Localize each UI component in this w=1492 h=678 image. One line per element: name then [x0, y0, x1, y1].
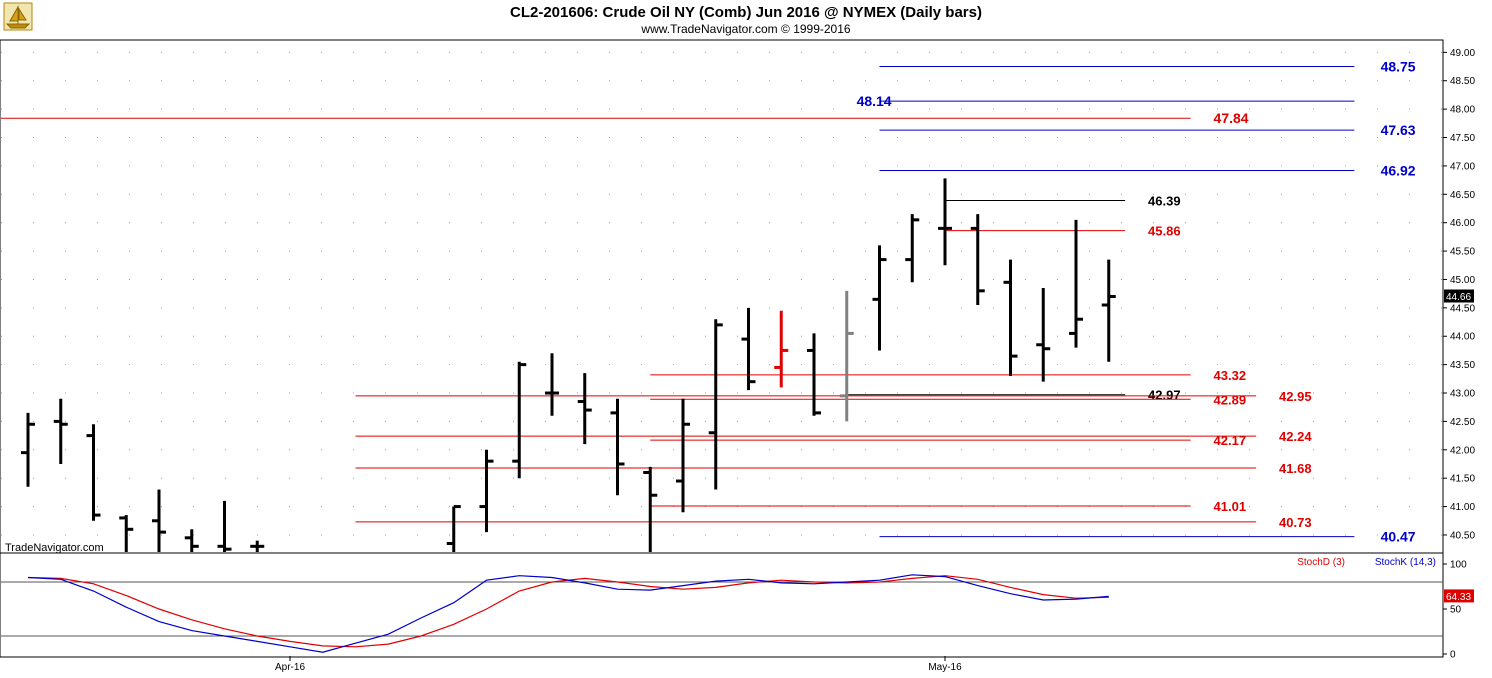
level-label: 40.47	[1381, 529, 1416, 545]
x-tick-label: Apr-16	[275, 662, 305, 673]
stoch-guides	[1, 581, 1443, 637]
price-bar	[610, 398, 625, 496]
y-tick-label: 43.50	[1450, 360, 1475, 371]
stoch-last-box	[1444, 589, 1474, 603]
level-label: 42.95	[1279, 389, 1312, 404]
price-bar	[577, 373, 592, 445]
price-bar	[1101, 259, 1116, 362]
y-tick-label: 46.50	[1450, 190, 1475, 201]
legend-stoch-k: StochK (14,3)	[1375, 557, 1436, 568]
y-tick-label: 44.50	[1450, 303, 1475, 314]
last-price-label: 44.66	[1446, 292, 1471, 303]
price-bar	[217, 500, 232, 552]
level-label: 42.89	[1214, 392, 1247, 407]
y-tick-label: 41.00	[1450, 502, 1475, 513]
price-axis: 40.50 41.00 41.50 42.00 42.50 43.00 43.50 44.00…	[1443, 48, 1475, 541]
last-price-box	[1444, 289, 1474, 303]
price-bar	[152, 489, 166, 552]
y-tick-label: 46.00	[1450, 218, 1475, 229]
level-label: 41.01	[1214, 499, 1247, 514]
stoch-panel: 0 50 100 64.33 StochD (3) StochK (14,3)	[0, 552, 1474, 661]
price-bar	[839, 290, 854, 422]
price-bar	[21, 412, 35, 487]
level-label: 45.86	[1148, 224, 1181, 239]
price-bar	[643, 466, 658, 552]
sailboat-logo-icon	[3, 2, 33, 31]
price-bar	[512, 361, 527, 479]
price-bar	[1003, 259, 1018, 376]
stoch-last-label: 64.33	[1446, 592, 1471, 603]
level-label: 48.14	[857, 93, 892, 109]
y-tick-label: 48.00	[1450, 105, 1475, 116]
level-label: 42.97	[1148, 388, 1181, 403]
y-tick-label: 42.50	[1450, 417, 1475, 428]
level-label: 47.63	[1381, 122, 1416, 138]
price-bar	[774, 310, 789, 388]
legend-stoch-d: StochD (3)	[1297, 557, 1345, 568]
y-tick-label: 42.00	[1450, 445, 1475, 456]
stoch-tick-label: 100	[1450, 560, 1467, 571]
stoch-panel-frame	[0, 552, 1444, 658]
x-tick-label: May-16	[928, 662, 962, 673]
price-bar	[905, 214, 920, 283]
y-tick-label: 40.50	[1450, 530, 1475, 541]
y-tick-label: 47.50	[1450, 133, 1475, 144]
price-bar	[872, 245, 887, 351]
price-bar	[479, 449, 494, 533]
price-bar	[970, 214, 985, 306]
level-label: 47.84	[1214, 110, 1249, 126]
level-label: 46.39	[1148, 194, 1181, 209]
stoch-tick-label: 0	[1450, 650, 1456, 661]
y-tick-label: 47.00	[1450, 161, 1475, 172]
y-tick-label: 48.50	[1450, 76, 1475, 87]
stoch-tick-label: 50	[1450, 605, 1462, 616]
price-bar	[184, 529, 199, 552]
price-bar	[1036, 287, 1051, 382]
stoch-lines	[27, 574, 1109, 653]
price-bar	[545, 353, 559, 416]
price-bar	[708, 319, 723, 490]
price-bar	[938, 178, 952, 266]
price-bars	[21, 178, 1116, 552]
y-tick-label: 45.50	[1450, 247, 1475, 258]
stoch-k-line	[27, 574, 1109, 653]
price-bar	[676, 398, 690, 513]
level-label: 40.73	[1279, 515, 1312, 530]
y-tick-label: 41.50	[1450, 474, 1475, 485]
watermark: TradeNavigator.com	[5, 542, 104, 554]
price-bar	[86, 424, 101, 521]
price-bar	[446, 505, 461, 552]
level-label: 42.17	[1214, 433, 1247, 448]
price-panel: 48.75 48.14 47.84 47.63 46.92 46.39 45.86 43.32…	[0, 39, 1475, 554]
level-label: 43.32	[1214, 368, 1247, 383]
y-tick-label: 43.00	[1450, 389, 1475, 400]
level-label: 42.24	[1279, 429, 1312, 444]
level-label: 46.92	[1381, 162, 1416, 178]
level-label: 41.68	[1279, 461, 1312, 476]
y-tick-label: 49.00	[1450, 48, 1475, 59]
price-bar	[250, 540, 265, 552]
price-bar	[53, 398, 68, 464]
price-bar	[807, 333, 821, 416]
chart-title: CL2-201606: Crude Oil NY (Comb) Jun 2016…	[510, 4, 982, 21]
stoch-axis: 0 50 100 64.33	[1443, 560, 1474, 661]
price-bar	[741, 307, 756, 391]
y-tick-label: 45.00	[1450, 275, 1475, 286]
chart-subtitle: www.TradeNavigator.com © 1999-2016	[640, 22, 850, 36]
date-axis: Apr-16 May-16	[275, 656, 962, 673]
price-bar	[119, 515, 134, 552]
price-levels: 48.75 48.14 47.84 47.63 46.92 46.39 45.86 43.32…	[1, 59, 1416, 545]
y-tick-label: 44.00	[1450, 332, 1475, 343]
price-bar	[1069, 219, 1083, 348]
level-label: 48.75	[1381, 59, 1416, 75]
